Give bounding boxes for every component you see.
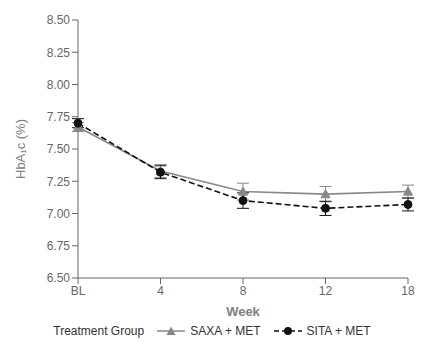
svg-text:7.75: 7.75: [47, 110, 71, 124]
svg-text:6.75: 6.75: [47, 239, 71, 253]
svg-text:HbA₁c (%): HbA₁c (%): [13, 119, 28, 179]
html-text:SITA + MET: SITA + MET: [306, 324, 371, 338]
svg-text:4: 4: [157, 284, 164, 298]
html-text:Treatment Group: Treatment Group: [53, 324, 145, 338]
svg-text:8.50: 8.50: [47, 13, 71, 27]
svg-text:6.50: 6.50: [47, 271, 71, 285]
svg-text:12: 12: [319, 284, 333, 298]
svg-text:8: 8: [240, 284, 247, 298]
svg-text:7.50: 7.50: [47, 142, 71, 156]
svg-text:BL: BL: [71, 284, 86, 298]
svg-text:Week: Week: [226, 304, 260, 319]
svg-text:7.25: 7.25: [47, 175, 71, 189]
svg-text:7.00: 7.00: [47, 207, 71, 221]
html-text:SAXA + MET: SAXA + MET: [190, 324, 261, 338]
svg-text:18: 18: [401, 284, 415, 298]
svg-text:8.00: 8.00: [47, 78, 71, 92]
svg-text:8.25: 8.25: [47, 46, 71, 60]
